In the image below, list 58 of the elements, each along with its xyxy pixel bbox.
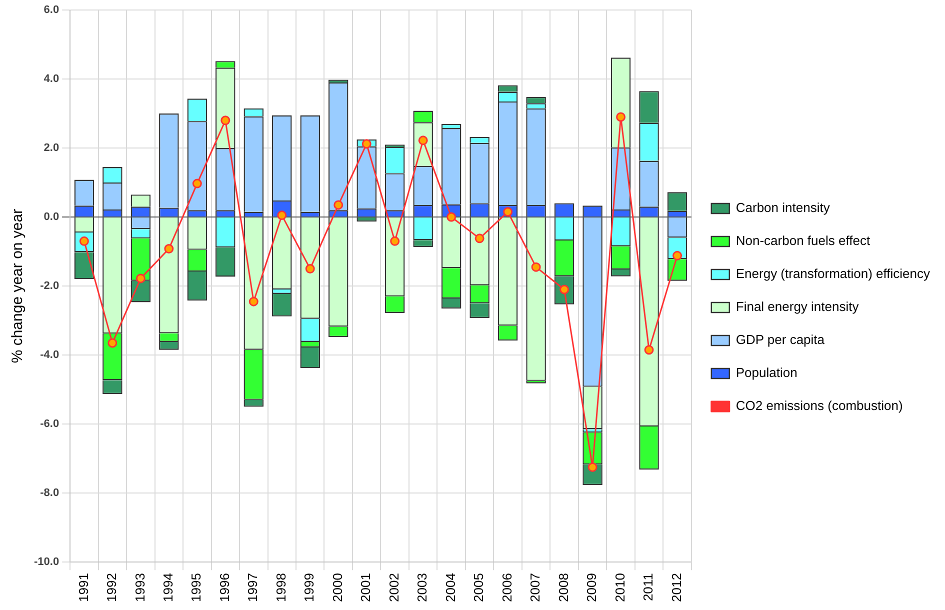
point [644, 345, 654, 355]
y-tick-label: 0.0 [44, 211, 60, 224]
legend-label: CO2 emissions (combustion) [736, 398, 903, 414]
x-tick-label: 1991 [76, 573, 91, 602]
legend-label: Final energy intensity [736, 299, 860, 314]
point [220, 116, 230, 126]
x-tick-label: 1995 [188, 573, 204, 602]
legend-label: Non-carbon fuels effect [736, 233, 870, 248]
x-tick-label: 2006 [499, 573, 514, 602]
x-tick-label: 1993 [132, 573, 148, 602]
legend-label: Energy (transformation) efficiency [736, 266, 930, 282]
point [305, 264, 315, 274]
x-tick-label: 1994 [160, 573, 176, 602]
point [446, 212, 456, 222]
y-tick-label: -2.0 [40, 280, 60, 292]
point [418, 136, 428, 146]
y-tick-label: -6.0 [40, 418, 60, 430]
x-tick-label: 2012 [668, 573, 684, 602]
x-tick-label: 2009 [584, 573, 600, 602]
x-tick-label: 2003 [414, 573, 430, 602]
point [390, 236, 400, 246]
y-tick-label: 2.0 [44, 142, 60, 154]
y-tick-label: 6.0 [44, 4, 60, 16]
x-tick-label: 2011 [640, 573, 656, 602]
x-tick-label: 2007 [528, 573, 543, 602]
x-tick-label: 2002 [386, 573, 402, 602]
point [474, 234, 484, 244]
y-axis-title: % change year on year [9, 208, 26, 364]
point [616, 112, 626, 122]
x-tick-label: 1997 [245, 573, 260, 602]
x-tick-label: 2001 [358, 573, 374, 602]
y-tick-label: -4.0 [40, 349, 60, 362]
x-tick-label: 2005 [471, 573, 486, 602]
point [334, 200, 344, 210]
point [248, 296, 258, 306]
point [108, 338, 118, 348]
point [136, 274, 146, 284]
x-tick-label: 2004 [442, 573, 458, 602]
x-tick-label: 1999 [302, 573, 317, 602]
point [588, 462, 598, 472]
point [362, 139, 372, 149]
point [192, 178, 202, 188]
x-tick-label: 1998 [273, 573, 288, 602]
x-tick-label: 1996 [216, 573, 232, 602]
legend-label: Population [736, 365, 798, 380]
point [164, 244, 174, 254]
point [672, 250, 682, 260]
x-tick-label: 2008 [556, 573, 571, 602]
y-tick-label: -10.0 [34, 556, 60, 568]
x-tick-label: 2010 [612, 573, 628, 602]
x-tick-label: 2000 [330, 573, 345, 602]
legend-label: GDP per capita [736, 332, 826, 348]
y-tick-label: 4.0 [44, 73, 60, 86]
legend-label: Carbon intensity [736, 200, 830, 216]
y-tick-label: -8.0 [40, 487, 60, 500]
point [531, 262, 541, 272]
x-tick-label: 1992 [104, 573, 120, 602]
point [277, 210, 287, 220]
